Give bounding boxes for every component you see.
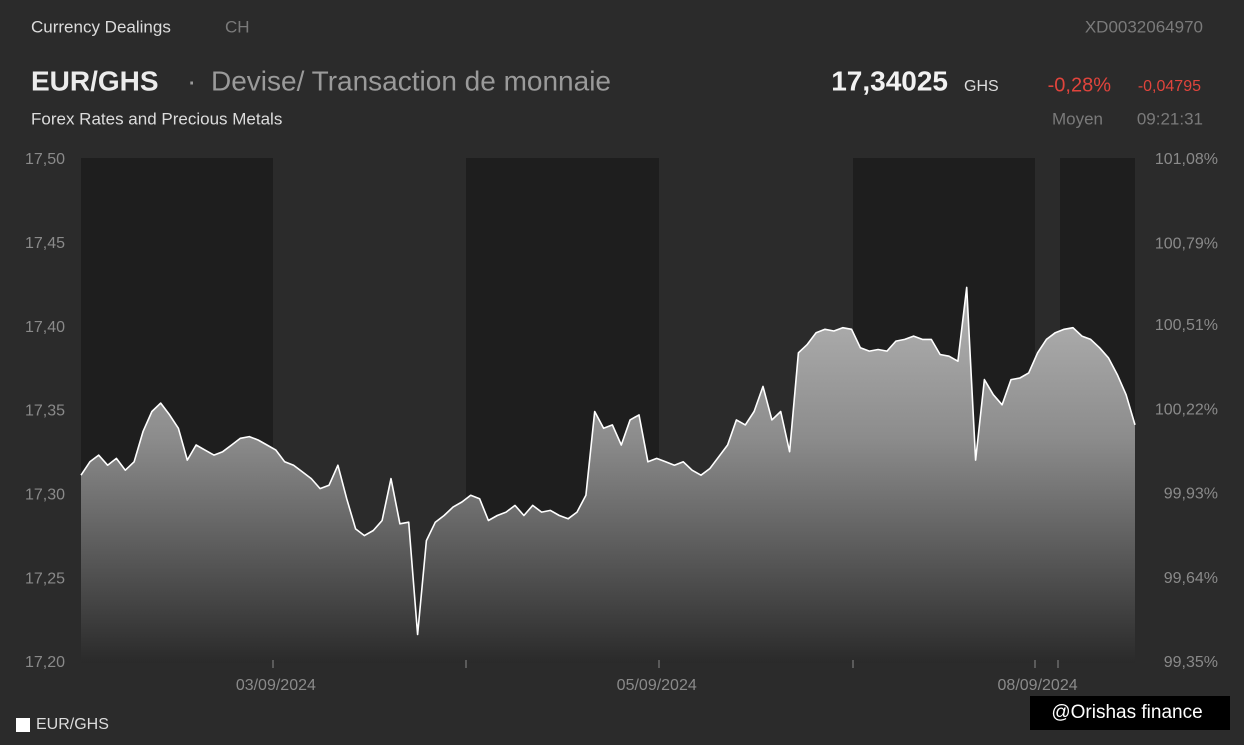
- change-abs: -0,04795: [1138, 78, 1201, 95]
- watermark-box: [1030, 696, 1230, 730]
- watermark: @Orishas finance: [1051, 702, 1202, 723]
- symbol: EUR/GHS: [31, 65, 159, 96]
- change-pct: -0,28%: [1048, 74, 1112, 96]
- area: [81, 287, 1135, 663]
- y2-tick-label: 99,35%: [1164, 654, 1218, 671]
- y2-tick-label: 100,79%: [1155, 236, 1218, 253]
- price-type: Moyen: [1052, 109, 1103, 128]
- y2-tick-label: 100,22%: [1155, 401, 1218, 418]
- y2-tick-label: 99,64%: [1164, 570, 1218, 587]
- separator: ·: [187, 65, 196, 96]
- y2-tick-label: 99,93%: [1164, 486, 1218, 503]
- line: [80, 286, 1136, 636]
- x-tick-label: 03/09/2024: [236, 677, 316, 694]
- currency: GHS: [964, 78, 999, 95]
- market: CH: [225, 17, 250, 36]
- y-tick-label: 17,25: [25, 570, 65, 587]
- section: Currency Dealings: [31, 17, 171, 36]
- time: 09:21:31: [1137, 109, 1203, 128]
- isin: XD0032064970: [1085, 17, 1203, 36]
- description: Devise/ Transaction de monnaie: [211, 65, 611, 96]
- y-tick-label: 17,20: [25, 654, 65, 671]
- y-tick-label: 17,45: [25, 235, 65, 252]
- y-tick-label: 17,30: [25, 487, 65, 504]
- y-tick-label: 17,50: [25, 151, 65, 168]
- x-tick-label: 08/09/2024: [998, 677, 1078, 694]
- legend-swatch: [16, 718, 30, 732]
- y-tick-label: 17,35: [25, 403, 65, 420]
- legend-label: EUR/GHS: [36, 716, 109, 733]
- y2-tick-label: 101,08%: [1155, 151, 1218, 168]
- y2-tick-label: 100,51%: [1155, 317, 1218, 334]
- x-tick-label: 05/09/2024: [617, 677, 697, 694]
- x-tick-marks: [272, 660, 1059, 668]
- category: Forex Rates and Precious Metals: [31, 109, 282, 128]
- plot: [80, 286, 1136, 663]
- y-tick-label: 17,40: [25, 319, 65, 336]
- price: 17,34025: [831, 65, 948, 96]
